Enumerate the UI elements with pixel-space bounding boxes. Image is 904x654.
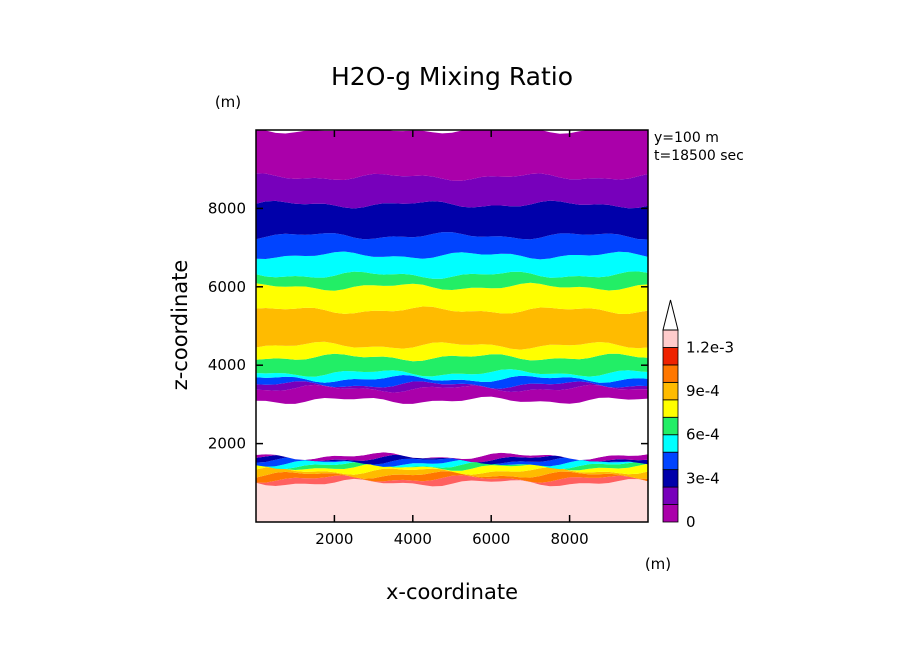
colorbar-swatch — [662, 381, 679, 401]
x-axis-label: x-coordinate — [386, 580, 518, 604]
y-axis-label: z-coordinate — [168, 260, 192, 391]
colorbar-swatch — [662, 416, 679, 436]
x-tick-label: 2000 — [315, 530, 353, 548]
annotation-y-position: y=100 m — [654, 130, 719, 146]
contour-band — [256, 375, 648, 389]
colorbar-swatch — [662, 399, 679, 418]
colorbar-swatch — [662, 469, 679, 488]
x-tick-label: 8000 — [551, 530, 589, 548]
y-tick-label: 6000 — [208, 278, 246, 296]
contour-band — [256, 475, 648, 487]
colorbar-extend-arrow — [662, 299, 679, 331]
contour-band — [256, 396, 648, 461]
annotation-time: t=18500 sec — [654, 148, 744, 164]
colorbar-swatch — [662, 434, 679, 453]
colorbar-swatch — [662, 364, 679, 383]
contour-band — [256, 461, 648, 471]
y-tick-label: 2000 — [208, 435, 246, 453]
colorbar-tick-label: 9e-4 — [686, 382, 720, 400]
contour-band — [256, 369, 648, 383]
y-tick-label: 8000 — [208, 199, 246, 217]
contour-band — [256, 341, 648, 362]
contour-band — [256, 456, 648, 467]
contour-band — [256, 381, 648, 393]
contour-band — [256, 454, 648, 465]
contour-band — [256, 130, 648, 181]
colorbar-swatch — [662, 329, 679, 348]
contour-band — [256, 353, 648, 377]
x-axis: 2000 4000 6000 8000 — [315, 130, 589, 548]
contour-band — [256, 306, 648, 350]
contour-band — [256, 467, 648, 479]
colorbar-tick-label: 0 — [686, 513, 696, 531]
contour-band — [256, 271, 648, 291]
colorbar-tick-label: 3e-4 — [686, 469, 720, 487]
y-unit-label: (m) — [215, 93, 241, 111]
chart-title: H2O-g Mixing Ratio — [331, 62, 573, 91]
contour-band — [256, 200, 648, 240]
contour-band — [256, 384, 648, 404]
y-tick-label: 4000 — [208, 356, 246, 374]
x-tick-label: 4000 — [394, 530, 432, 548]
colorbar-swatch — [662, 486, 679, 505]
contour-band — [256, 173, 648, 209]
colorbar-swatch — [662, 504, 679, 523]
plot-frame — [255, 129, 649, 523]
x-unit-label: (m) — [645, 555, 671, 573]
y-axis: 2000 4000 6000 8000 — [208, 199, 648, 453]
contour-band — [256, 478, 648, 522]
contour-fill — [256, 130, 648, 522]
contour-band — [256, 452, 648, 463]
contour-band — [256, 471, 648, 483]
colorbar-swatch — [662, 347, 679, 366]
x-tick-label: 6000 — [472, 530, 510, 548]
colorbar: 0 3e-4 6e-4 9e-4 1.2e-3 — [662, 299, 734, 531]
contour-band — [256, 232, 648, 260]
colorbar-swatch — [662, 451, 679, 471]
colorbar-tick-label: 6e-4 — [686, 426, 720, 444]
contour-band — [256, 251, 648, 279]
contour-band — [256, 282, 648, 314]
colorbar-tick-label: 1.2e-3 — [686, 338, 734, 356]
